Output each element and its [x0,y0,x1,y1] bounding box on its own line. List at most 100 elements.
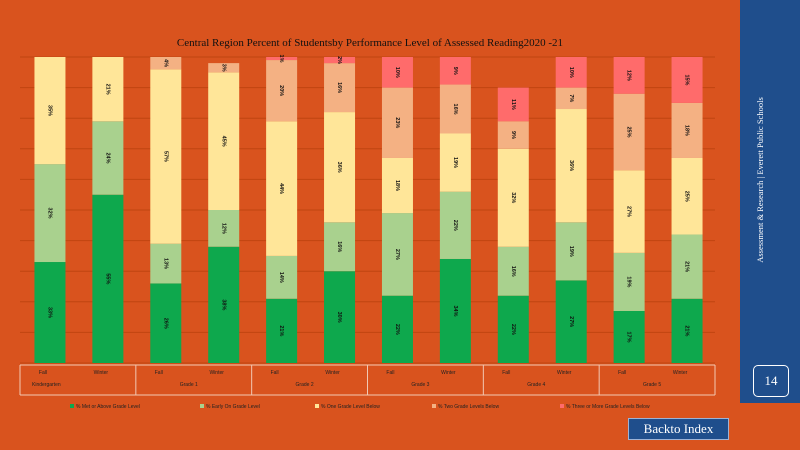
data-label: 19% [626,276,632,287]
bar-segment [92,121,124,195]
data-label: 55% [104,273,110,284]
data-label: 3% [220,64,226,72]
bar-segment [671,298,703,363]
data-label: 45% [220,136,226,147]
bar-segment [613,170,645,253]
data-label: 25% [626,126,632,137]
bar-segment [671,157,703,235]
bar-segment [381,157,413,214]
data-label: 14% [278,272,284,283]
x-tick-label: Fall [271,370,279,376]
x-tick-label: Fall [155,370,163,376]
data-label: 9% [452,67,458,75]
data-label: 12% [626,70,632,81]
x-group-label: Grade 1 [180,382,198,388]
x-group-label: Grade 4 [527,382,545,388]
x-tick-label: Winter [325,370,340,376]
bar-segment [150,69,182,244]
legend-swatch [200,404,204,408]
data-label: 7% [568,94,574,102]
data-label: 17% [626,331,632,342]
data-label: 32% [510,192,516,203]
data-label: 26% [162,318,168,329]
data-label: 25% [684,191,690,202]
data-label: 18% [394,180,400,191]
bar-segment [266,255,298,299]
bar-segment [497,246,529,296]
legend-swatch [70,404,74,408]
data-label: 22% [510,324,516,335]
data-label: 16% [336,241,342,252]
bar-segment [439,84,471,134]
data-label: 20% [278,85,284,96]
bar-segment [92,194,124,363]
x-tick-label: Fall [39,370,47,376]
chart-title: Central Region Percent of Studentsby Per… [176,37,564,49]
bar-segment [613,310,645,363]
data-label: 16% [510,266,516,277]
bar-segment [34,57,66,165]
bar-segment [613,57,645,94]
data-label: 21% [684,261,690,272]
data-label: 19% [452,157,458,168]
data-label: 27% [394,249,400,260]
data-label: 32% [47,208,53,219]
bar-segment [208,72,240,210]
page-number: 14 [753,365,789,397]
bar-segment [555,280,587,363]
data-label: 9% [510,131,516,139]
data-label: 13% [162,258,168,269]
x-tick-label: Fall [386,370,394,376]
data-label: 36% [336,162,342,173]
data-label: 16% [452,104,458,115]
data-label: 33% [47,307,53,318]
bar-segment [555,57,587,88]
bar-segment [381,213,413,296]
x-tick-label: Fall [502,370,510,376]
bar-segment [324,57,356,64]
bar-segment [34,164,66,263]
back-to-index-button[interactable]: Backto Index [628,418,729,440]
bar-segment [613,252,645,311]
legend-label: % Early On Grade Level [206,404,260,410]
data-label: 35% [47,105,53,116]
data-label: 11% [510,99,516,110]
data-label: 27% [568,316,574,327]
bar-segment [439,133,471,192]
legend-label: % One Grade Level Below [321,404,380,410]
data-label: 44% [278,183,284,194]
legend-label: % Three or More Grade Levels Below [566,404,650,410]
x-tick-label: Winter [209,370,224,376]
bar-segment [555,222,587,281]
data-label: 16% [336,82,342,93]
x-group-label: Grade 2 [296,382,314,388]
x-tick-label: Winter [441,370,456,376]
bar-segment [671,102,703,158]
data-label: 22% [452,220,458,231]
x-group-label: Grade 5 [643,382,661,388]
stacked-bar-chart: 33% 32% 35% 55% 24% 21% 26% 13% 57% 4% 38% 12% 45% 3%… [19,55,716,410]
data-label: 23% [394,117,400,128]
data-label: 2% [336,56,342,64]
data-label: 21% [684,325,690,336]
data-label: 34% [452,305,458,316]
data-label: 15% [684,74,690,85]
x-tick-label: Fall [618,370,626,376]
data-label: 12% [220,223,226,234]
x-tick-label: Winter [673,370,688,376]
data-label: 21% [104,84,110,95]
bar-segment [208,246,240,363]
x-tick-label: Winter [94,370,109,376]
bar-segment [439,191,471,259]
bar-segment [671,57,703,103]
data-label: 18% [684,125,690,136]
data-label: 22% [394,324,400,335]
bar-segment [92,57,124,122]
data-label: 36% [568,160,574,171]
bar-segment [439,57,471,85]
legend-swatch [560,404,564,408]
data-label: 57% [162,151,168,162]
data-label: 10% [394,67,400,78]
data-label: 21% [278,325,284,336]
data-label: 19% [568,246,574,257]
